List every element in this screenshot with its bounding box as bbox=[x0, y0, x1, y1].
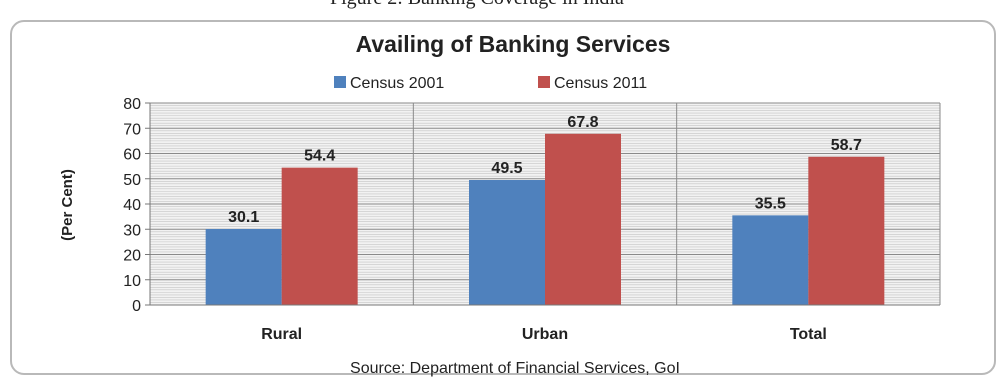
x-category-label: Urban bbox=[522, 326, 568, 343]
data-labels: 30.1 54.4 49.5 67.8 35.5 58.7 bbox=[228, 114, 862, 226]
figure-caption: Figure 2: Banking Coverage in India bbox=[330, 0, 624, 10]
y-tick-label: 10 bbox=[123, 273, 141, 290]
bar-total-census-2001 bbox=[732, 215, 809, 305]
bars bbox=[205, 133, 885, 305]
bar-rural-census-2011 bbox=[281, 167, 358, 305]
y-tick-label: 20 bbox=[123, 248, 141, 265]
y-tick-label: 0 bbox=[132, 298, 141, 315]
bar-urban-census-2011 bbox=[545, 133, 621, 305]
data-label: 35.5 bbox=[755, 195, 786, 212]
legend-swatch-census-2011 bbox=[538, 76, 550, 88]
data-label: 30.1 bbox=[228, 209, 259, 226]
y-axis-label: (Per Cent) bbox=[59, 169, 76, 241]
bar-total-census-2011 bbox=[808, 156, 885, 305]
bar-urban-census-2001 bbox=[469, 180, 545, 305]
y-tick-label: 60 bbox=[123, 147, 141, 164]
data-label: 49.5 bbox=[491, 160, 522, 177]
y-tick-label: 30 bbox=[123, 222, 141, 239]
legend-swatch-census-2001 bbox=[334, 76, 346, 88]
y-tick-label: 80 bbox=[123, 96, 141, 113]
y-tick-label: 70 bbox=[123, 121, 141, 138]
data-label: 67.8 bbox=[567, 114, 598, 131]
y-tick-label: 50 bbox=[123, 172, 141, 189]
y-tick-label: 40 bbox=[123, 197, 141, 214]
chart-title: Availing of Banking Services bbox=[356, 31, 671, 57]
data-label: 54.4 bbox=[304, 148, 335, 165]
x-category-label: Total bbox=[790, 326, 827, 343]
source-note: Source: Department of Financial Services… bbox=[350, 360, 680, 377]
x-categories: Rural Urban Total bbox=[261, 326, 827, 343]
legend-label-census-2011: Census 2011 bbox=[554, 75, 647, 92]
bar-rural-census-2001 bbox=[205, 228, 282, 305]
legend: Census 2001 Census 2011 bbox=[334, 75, 647, 92]
x-category-label: Rural bbox=[261, 326, 302, 343]
legend-label-census-2001: Census 2001 bbox=[350, 75, 444, 92]
data-label: 58.7 bbox=[831, 137, 862, 154]
y-ticks: 0 10 20 30 40 50 60 70 80 bbox=[123, 96, 150, 315]
